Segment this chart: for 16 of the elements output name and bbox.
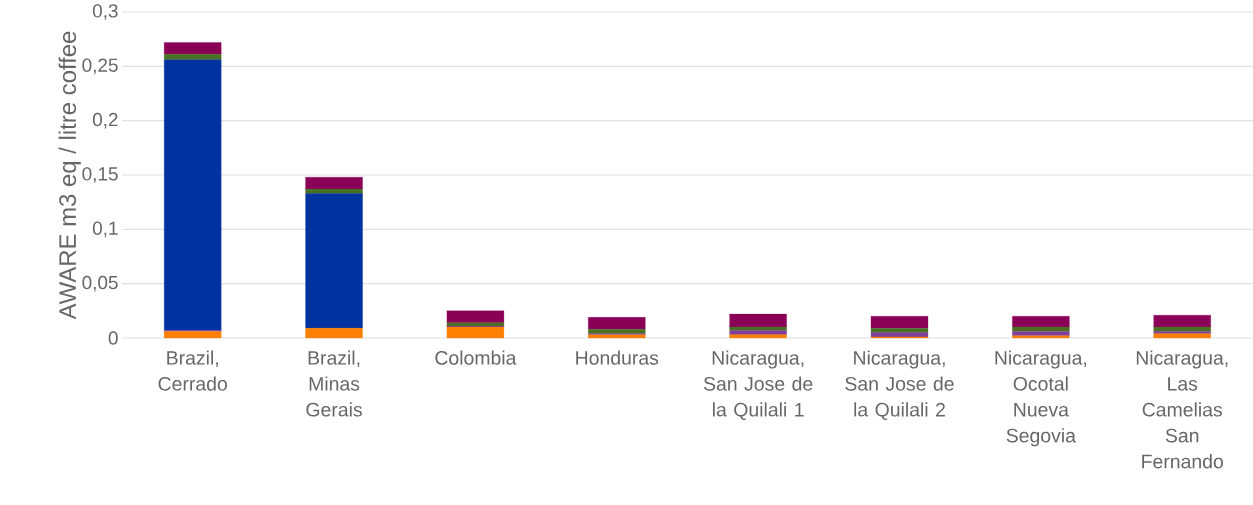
- x-tick-label: Colombia: [435, 350, 517, 365]
- x-tick-label: Brazil, Cerrado: [158, 350, 227, 391]
- y-tick-label: 0,3: [92, 4, 118, 20]
- y-tick-label: 0,2: [92, 112, 118, 129]
- y-tick-label: 0,1: [92, 221, 118, 238]
- y-tick-label: 0,25: [82, 58, 118, 75]
- y-tick-label: 0,05: [82, 275, 118, 292]
- y-tick-label: 0,15: [82, 167, 118, 183]
- y-tick-label: 0: [108, 331, 118, 345]
- x-tick-label: Brazil, Minas Gerais: [306, 350, 362, 417]
- x-tick-label: Honduras: [576, 350, 659, 365]
- x-tick-label: Nicaragua, San Jose de la Quilali 2: [845, 350, 954, 421]
- x-tick-label: Nicaragua, Ocotal Nueva Segovia: [995, 350, 1087, 447]
- y-axis-title: AWARE m3 eq / litre coffee: [58, 31, 81, 320]
- x-tick-label: Nicaragua, Las Camelias San Fernando: [1136, 350, 1228, 469]
- x-tick-label: Nicaragua, San Jose de la Quilali 1: [703, 350, 813, 421]
